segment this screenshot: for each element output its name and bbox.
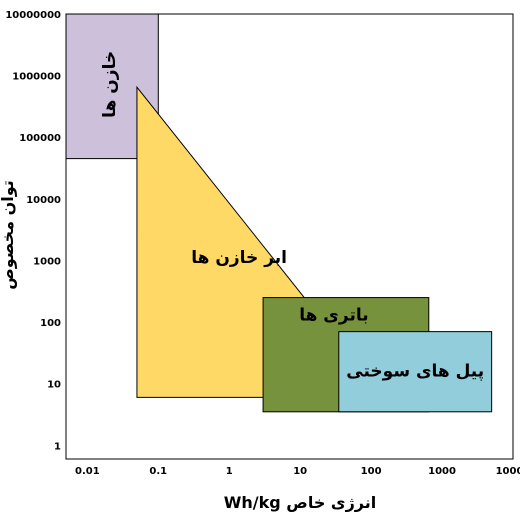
x-tick-label: 0.1 <box>149 466 167 477</box>
regions-layer <box>65 13 493 413</box>
x-tick-label: 0.01 <box>75 466 100 477</box>
region-label-fuel-cells: پیل های سوختی <box>346 362 484 382</box>
y-axis-ticks: 1 10 100 1000 10000 100000 1000000 10000000 <box>5 10 61 452</box>
region-labels-layer: خازن ها ابر خازن ها باتری ها پیل های سوختی <box>100 51 484 382</box>
x-tick-label: 10 <box>293 466 307 477</box>
y-tick-label: 100 <box>40 318 61 329</box>
x-tick-label: 10000 <box>496 466 520 477</box>
region-supercapacitors <box>136 85 385 398</box>
x-tick-label: 1 <box>226 466 233 477</box>
y-tick-label: 10000000 <box>5 10 61 21</box>
x-axis-ticks: 0.01 0.1 1 10 100 1000 10000 <box>75 466 520 477</box>
y-tick-label: 1000 <box>33 256 61 267</box>
region-label-capacitors: خازن ها <box>100 51 120 118</box>
region-fuel-cells <box>338 331 493 413</box>
y-tick-label: 1 <box>54 441 61 452</box>
y-tick-label: 100000 <box>19 133 61 144</box>
y-tick-label: 10 <box>47 380 61 391</box>
y-tick-label: 10000 <box>26 195 61 206</box>
plot-frame <box>65 13 514 460</box>
y-axis-label: توان مخصوص <box>0 180 17 290</box>
y-tick-label: 1000000 <box>12 72 61 83</box>
region-label-batteries: باتری ها <box>299 306 368 326</box>
x-axis-label: انرژی خاص Wh/kg <box>224 493 377 512</box>
region-label-supercapacitors: ابر خازن ها <box>191 248 287 268</box>
x-tick-label: 100 <box>361 466 382 477</box>
x-tick-label: 1000 <box>428 466 456 477</box>
